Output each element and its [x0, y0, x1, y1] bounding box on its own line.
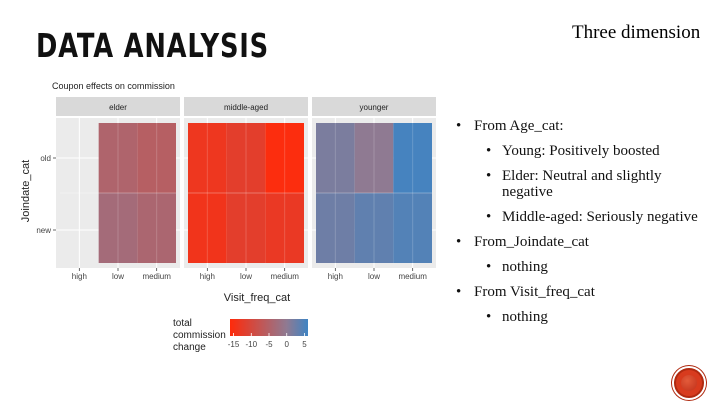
x-tick-label: high [328, 272, 343, 281]
slide-subtitle: Three dimension [572, 22, 701, 43]
next-slide-button[interactable] [674, 368, 704, 398]
legend-tick-label: -5 [265, 340, 273, 349]
facet-label: elder [109, 103, 127, 112]
facet-strip [312, 97, 436, 116]
heatmap-cell [316, 123, 355, 193]
heatmap-cell [354, 123, 394, 193]
facet-middle-aged: middle-aged high low medium [184, 97, 308, 281]
x-tick-label: high [72, 272, 87, 281]
heatmap-cell [98, 193, 138, 263]
facet-label: middle-aged [224, 103, 268, 112]
heatmap-chart: Coupon effects on commission Visit_freq_… [16, 78, 436, 368]
sub-bullet-item: Middle-aged: Seriously negative [456, 209, 716, 225]
x-tick-label: low [368, 272, 380, 281]
x-tick-label: medium [398, 272, 427, 281]
heatmap-cell [265, 193, 304, 263]
chart-title: Coupon effects on commission [52, 81, 175, 91]
legend-tick-label: 5 [302, 340, 307, 349]
x-tick-label: medium [142, 272, 171, 281]
facet-strip [184, 97, 308, 116]
sub-bullet-item: Elder: Neutral and slightly negative [456, 168, 716, 200]
slide-title: DATA ANALYSIS [36, 26, 269, 65]
facet-younger: younger high low medium [312, 97, 436, 281]
heatmap-cell [265, 123, 304, 193]
heatmap-cell [226, 123, 266, 193]
sub-bullet-item: Young: Positively boosted [456, 143, 716, 159]
x-tick-label: low [112, 272, 124, 281]
x-tick-label: medium [270, 272, 299, 281]
facet-strip [56, 97, 180, 116]
heatmap-cell [226, 193, 266, 263]
legend-tick-label: 0 [285, 340, 290, 349]
x-tick-label: low [240, 272, 252, 281]
heatmap-svg: Coupon effects on commission Visit_freq_… [20, 81, 436, 353]
heatmap-cell [354, 193, 394, 263]
bullet-item: From Age_cat: [456, 118, 716, 134]
heatmap-cell [393, 193, 432, 263]
heatmap-cell [137, 123, 176, 193]
facet-elder: elder high low medium [56, 97, 180, 281]
heatmap-cell [98, 123, 138, 193]
bullet-list: From Age_cat: Young: Positively boosted El… [456, 118, 716, 334]
heatmap-cell [137, 193, 176, 263]
legend-tick-label: -15 [228, 340, 240, 349]
heatmap-cell [188, 123, 227, 193]
y-tick-label: new [36, 226, 51, 235]
heatmap-cell [316, 193, 355, 263]
heatmap-cell [393, 123, 432, 193]
heatmap-cell [188, 193, 227, 263]
legend-tick-label: -10 [245, 340, 257, 349]
legend-title: total commission change [173, 318, 226, 353]
sub-bullet-item: nothing [456, 259, 716, 275]
x-axis-label: Visit_freq_cat [224, 292, 290, 304]
facet-label: younger [360, 103, 389, 112]
y-tick-label: old [40, 154, 51, 163]
y-axis-label: Joindate_cat [20, 160, 32, 222]
x-tick-label: high [200, 272, 215, 281]
legend-colorbar [230, 319, 308, 336]
sub-bullet-item: nothing [456, 309, 716, 325]
bullet-item: From Visit_freq_cat [456, 284, 716, 300]
bullet-item: From_Joindate_cat [456, 234, 716, 250]
